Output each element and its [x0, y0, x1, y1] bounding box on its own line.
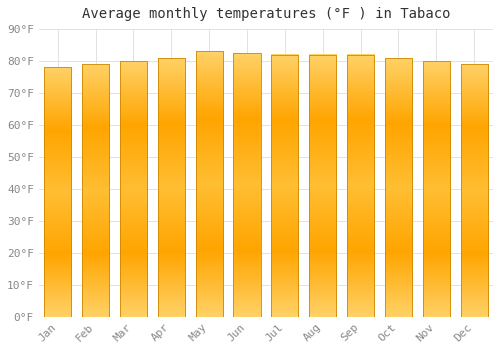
Bar	[422, 61, 450, 317]
Bar	[196, 51, 223, 317]
Bar	[158, 58, 185, 317]
Bar	[44, 68, 72, 317]
Title: Average monthly temperatures (°F ) in Tabaco: Average monthly temperatures (°F ) in Ta…	[82, 7, 450, 21]
Bar	[271, 55, 298, 317]
Bar	[234, 53, 260, 317]
Bar	[347, 55, 374, 317]
Bar	[120, 61, 147, 317]
Bar	[460, 64, 488, 317]
Bar	[309, 55, 336, 317]
Bar	[82, 64, 109, 317]
Bar	[385, 58, 412, 317]
